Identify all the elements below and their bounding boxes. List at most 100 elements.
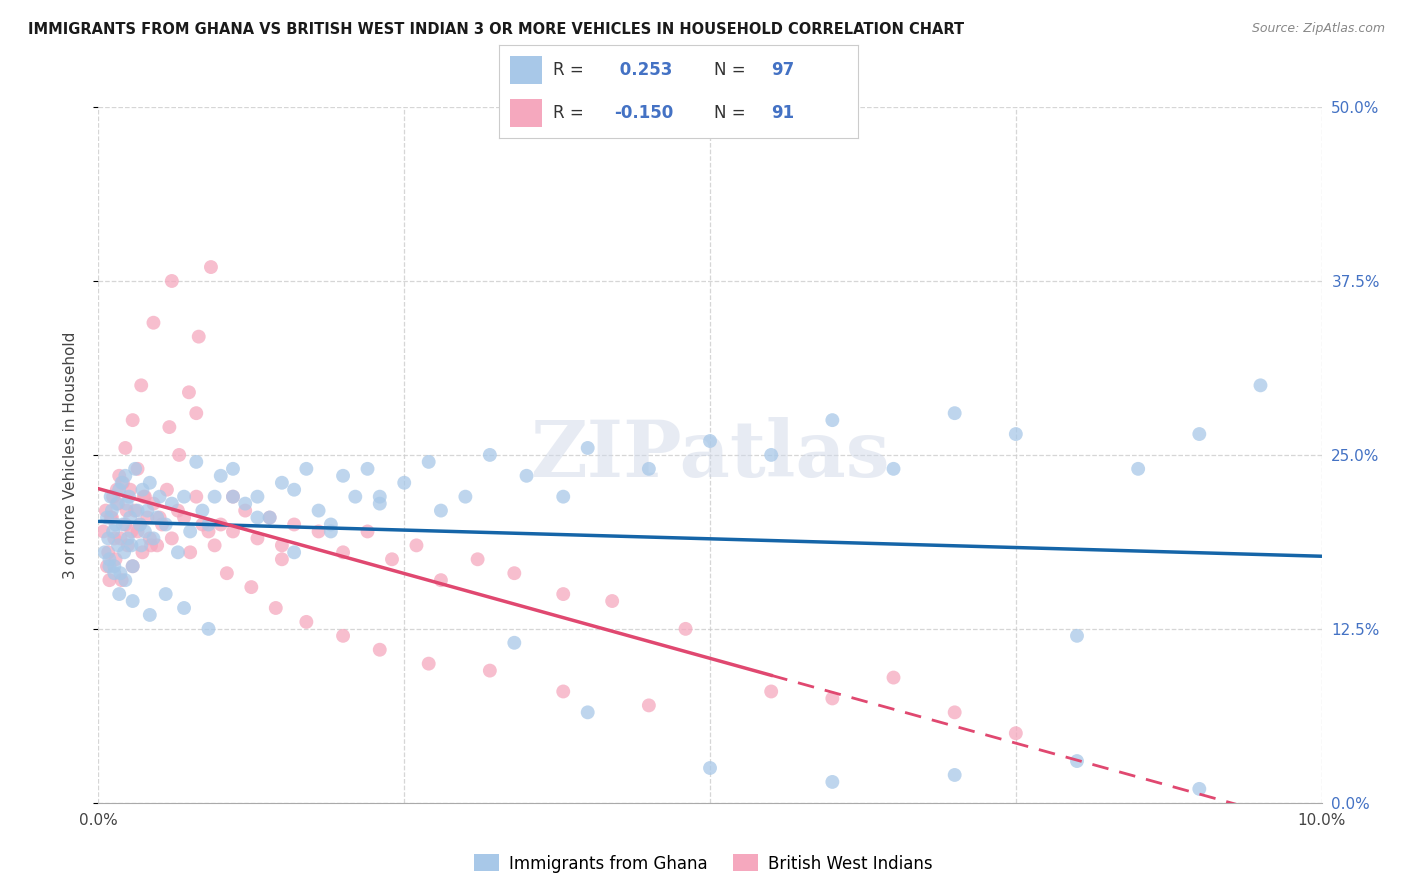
Point <box>107 538 129 552</box>
Point <box>283 483 305 497</box>
Point <box>233 503 256 517</box>
Point <box>155 517 177 532</box>
Point <box>675 622 697 636</box>
Point <box>104 552 127 566</box>
Point <box>108 483 131 497</box>
Point <box>129 517 152 532</box>
Text: -0.150: -0.150 <box>614 104 673 122</box>
Point <box>478 448 501 462</box>
Text: IMMIGRANTS FROM GHANA VS BRITISH WEST INDIAN 3 OR MORE VEHICLES IN HOUSEHOLD COR: IMMIGRANTS FROM GHANA VS BRITISH WEST IN… <box>28 22 965 37</box>
Point <box>553 684 575 698</box>
Bar <box>510 56 543 84</box>
Point <box>222 490 245 504</box>
Point <box>943 406 966 420</box>
Point <box>240 580 263 594</box>
Point <box>136 503 159 517</box>
Point <box>222 462 245 476</box>
Point <box>699 434 721 448</box>
Point <box>356 462 378 476</box>
Point <box>1004 726 1026 740</box>
Point <box>503 566 526 581</box>
Point <box>191 517 214 532</box>
Point <box>103 532 125 546</box>
Point <box>454 490 477 504</box>
Point <box>101 524 124 539</box>
Point <box>187 329 209 343</box>
Point <box>344 490 367 504</box>
Point <box>186 490 208 504</box>
Point <box>107 497 129 511</box>
Point <box>98 573 121 587</box>
Point <box>1188 427 1211 442</box>
Point <box>177 385 200 400</box>
Point <box>215 566 238 581</box>
Point <box>332 468 354 483</box>
Text: R =: R = <box>553 104 589 122</box>
Text: 91: 91 <box>772 104 794 122</box>
Point <box>139 475 162 490</box>
Point <box>93 545 115 559</box>
Point <box>381 552 404 566</box>
Point <box>91 524 114 539</box>
Point <box>110 532 132 546</box>
Point <box>115 497 138 511</box>
Point <box>146 538 169 552</box>
Point <box>121 413 143 427</box>
Point <box>114 441 136 455</box>
Point <box>104 517 127 532</box>
Point <box>1250 378 1272 392</box>
Point <box>110 566 132 581</box>
Point <box>197 622 219 636</box>
Point <box>270 552 294 566</box>
Point <box>103 566 125 581</box>
Point <box>121 559 143 574</box>
Point <box>356 524 378 539</box>
Point <box>197 524 219 539</box>
Point <box>105 483 128 497</box>
Text: ZIPatlas: ZIPatlas <box>530 417 890 493</box>
Point <box>638 462 661 476</box>
Point <box>96 559 118 574</box>
Point <box>120 510 142 524</box>
Point <box>259 510 281 524</box>
Point <box>295 462 318 476</box>
Point <box>127 524 149 539</box>
Point <box>127 503 149 517</box>
Point <box>132 490 155 504</box>
Point <box>149 490 172 504</box>
Point <box>179 524 201 539</box>
Point <box>270 538 294 552</box>
Point <box>173 510 195 524</box>
Point <box>157 420 180 434</box>
Point <box>186 455 208 469</box>
Point <box>96 510 118 524</box>
Point <box>368 642 391 657</box>
Point <box>105 497 128 511</box>
Point <box>112 545 135 559</box>
Point <box>204 490 226 504</box>
Point <box>167 448 190 462</box>
Point <box>101 503 124 517</box>
Point <box>118 490 141 504</box>
Point <box>117 538 139 552</box>
Point <box>111 573 134 587</box>
Point <box>761 684 783 698</box>
Point <box>1128 462 1150 476</box>
Point <box>120 538 142 552</box>
Point <box>600 594 623 608</box>
Point <box>699 761 721 775</box>
Point <box>134 524 156 539</box>
Point <box>98 559 121 574</box>
Point <box>821 691 844 706</box>
Text: R =: R = <box>553 61 589 78</box>
Point <box>308 524 330 539</box>
Point <box>156 483 179 497</box>
Text: 97: 97 <box>772 61 794 78</box>
Point <box>418 455 440 469</box>
Point <box>883 462 905 476</box>
Point <box>108 468 131 483</box>
Point <box>101 490 124 504</box>
Point <box>295 615 318 629</box>
Point <box>139 607 162 622</box>
Point <box>142 532 165 546</box>
